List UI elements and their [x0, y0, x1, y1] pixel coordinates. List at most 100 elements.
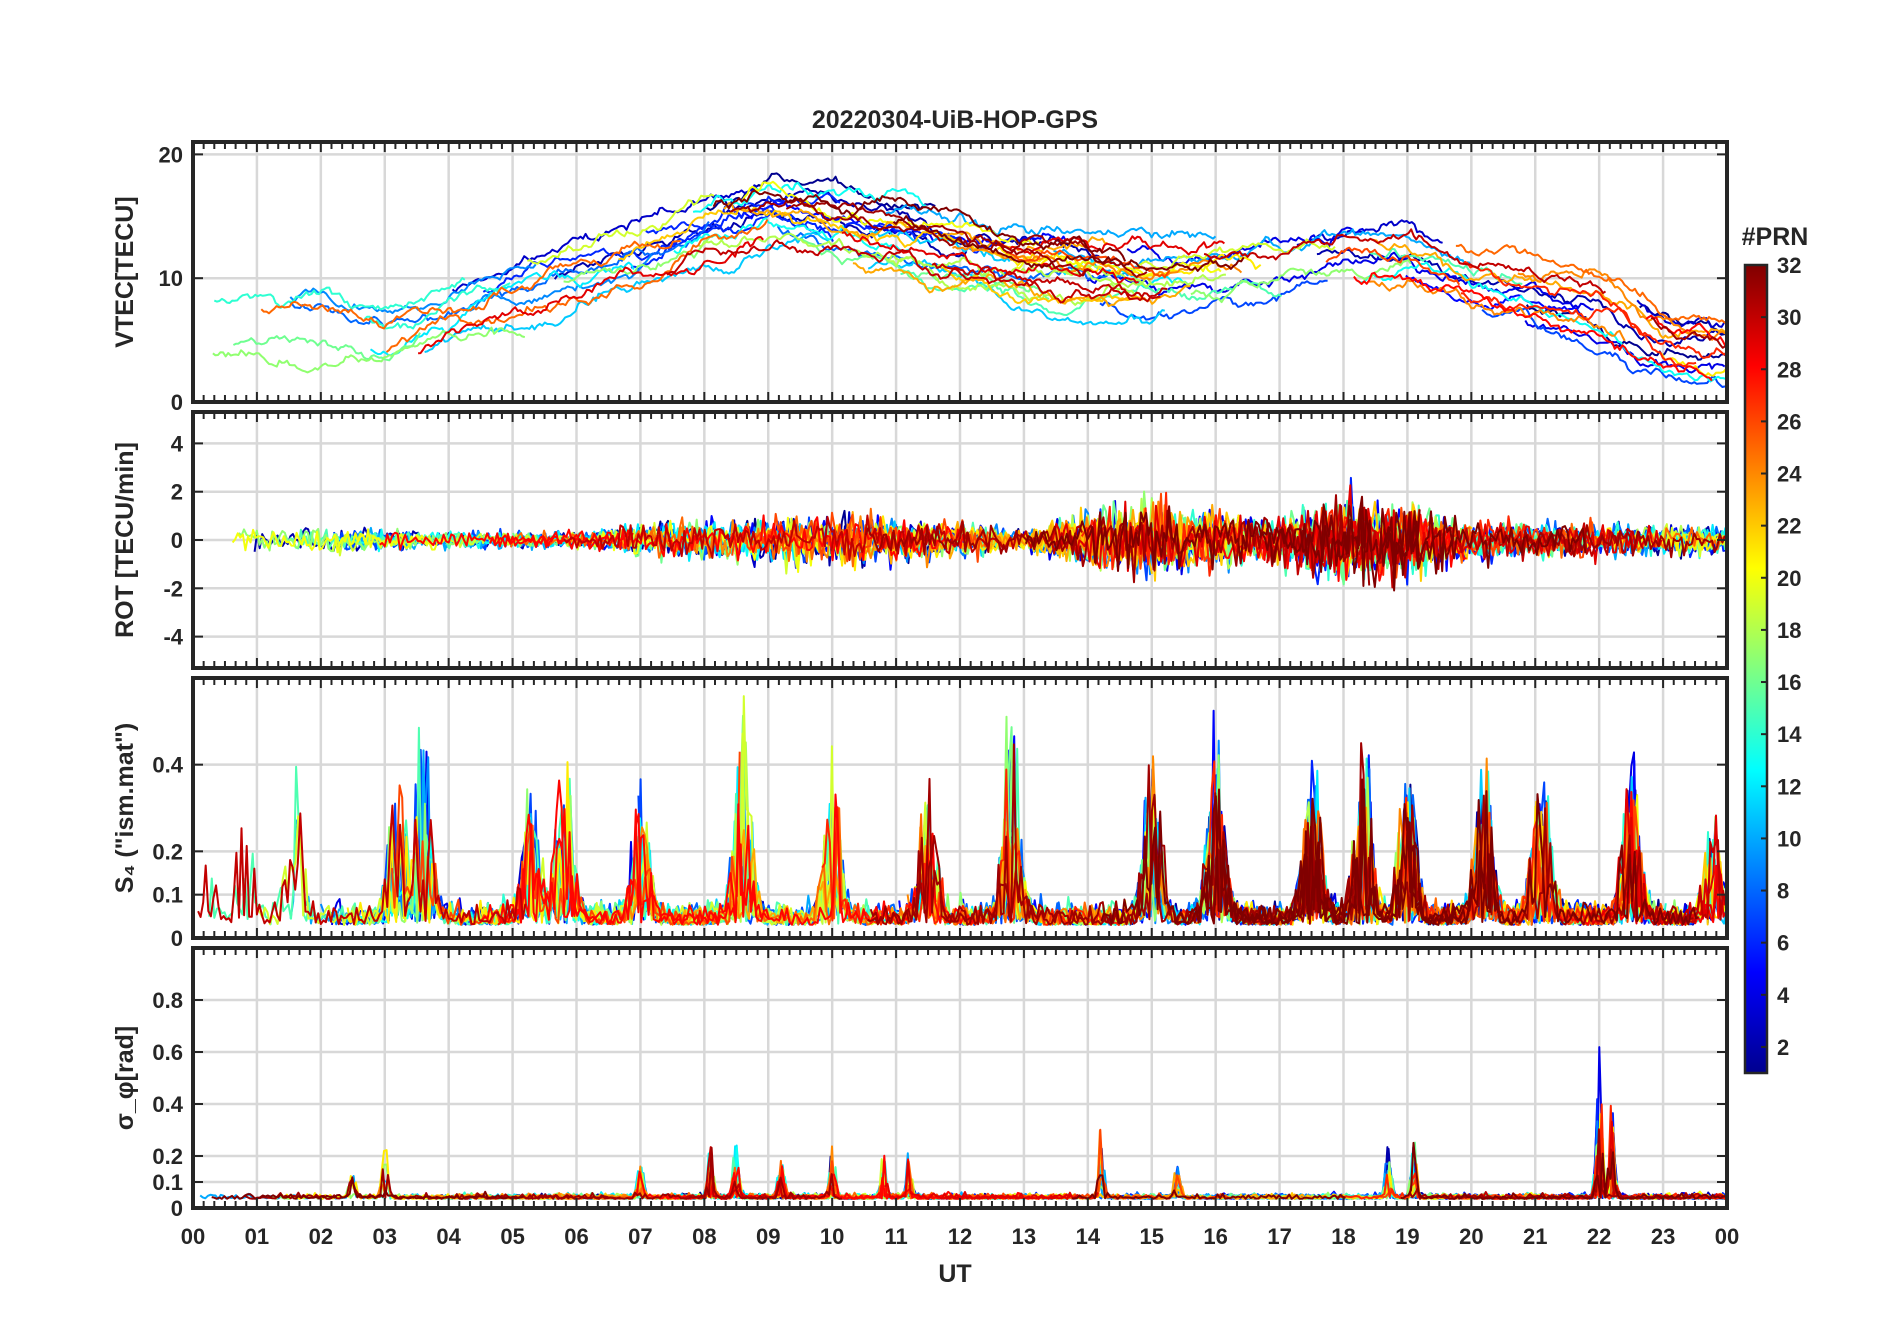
prn-series-line	[712, 189, 1127, 262]
prn-series-line	[1461, 260, 1637, 329]
rot-y-tick-label: 0	[171, 528, 183, 553]
sigma-phi-gridlines	[193, 948, 1727, 1210]
prn-series-line	[1368, 247, 1523, 285]
prn-series-line	[418, 236, 764, 355]
prn-series-line	[1547, 1120, 1728, 1200]
sigma-phi-y-tick-labels: 00.10.2 0.4 0.6 0.8	[152, 988, 183, 1221]
prn-series-line	[497, 793, 975, 926]
prn-series-line	[1099, 279, 1328, 321]
prn-series-line	[232, 332, 421, 362]
prn-series-line	[892, 215, 1245, 272]
prn-series-line	[996, 235, 1225, 256]
prn-series-line	[465, 1146, 843, 1200]
s4-panel: 0 0.1 0.2 0.4 S₄ ("ism.mat")	[111, 676, 1729, 951]
x-tick-labels: 00 01 02 03 04 05 06 07 08 09 10 11 12 13 14 15 16 17 18 19…	[181, 1224, 1739, 1249]
x-tick-label: 03	[373, 1224, 397, 1249]
prn-series-line	[1356, 261, 1726, 383]
prn-series-line	[1636, 299, 1728, 329]
prn-series-line	[1633, 324, 1728, 359]
s4-y-tick-label: 0	[171, 926, 183, 951]
colorbar-tick-label: 28	[1777, 357, 1801, 382]
colorbar-tick-label: 16	[1777, 670, 1801, 695]
colorbar-tick-label: 30	[1777, 305, 1801, 330]
colorbar-tick-label: 32	[1777, 253, 1801, 278]
prn-series-line	[197, 804, 527, 926]
prn-series-line	[231, 528, 448, 554]
sigma-phi-y-tick-label: 0	[171, 1196, 183, 1221]
rot-series	[231, 476, 1728, 592]
prn-series-line	[526, 193, 715, 265]
prn-series-line	[1455, 243, 1728, 325]
prn-series-line	[1408, 1128, 1690, 1200]
prn-series-line	[1335, 1103, 1727, 1200]
prn-series-line	[1203, 228, 1607, 295]
prn-series-line	[1100, 778, 1519, 926]
x-tick-label: 00	[1715, 1224, 1739, 1249]
sigma-phi-panel: 00.10.2 0.4 0.6 0.8 σ_φ[rad]	[111, 946, 1729, 1221]
prn-series-line	[1492, 1108, 1642, 1200]
prn-series-line	[852, 262, 1191, 308]
s4-y-tick-label: 0.2	[152, 839, 183, 864]
prn-series-line	[1379, 511, 1587, 573]
sigma-phi-axes-frame	[191, 946, 1729, 1210]
s4-y-tick-label: 0.1	[152, 883, 183, 908]
x-tick-label: 20	[1459, 1224, 1483, 1249]
x-tick-label: 02	[309, 1224, 333, 1249]
prn-series-line	[1533, 1104, 1727, 1200]
prn-series-line	[391, 751, 741, 926]
prn-series-line	[1258, 495, 1458, 588]
colorbar-tick-label: 10	[1777, 826, 1801, 851]
prn-series-line	[698, 232, 1152, 289]
prn-series-line	[462, 253, 653, 312]
x-tick-label: 12	[948, 1224, 972, 1249]
prn-series-line	[940, 1129, 1195, 1200]
prn-series-line	[906, 755, 1310, 926]
vtec-axes-frame	[191, 140, 1729, 404]
prn-series-line	[1450, 1046, 1725, 1200]
x-tick-label: 05	[500, 1224, 524, 1249]
prn-series-line	[451, 184, 758, 294]
rot-y-tick-label: -4	[163, 625, 183, 650]
x-tick-label: 19	[1395, 1224, 1419, 1249]
prn-series-line	[939, 1191, 1099, 1200]
colorbar-gradient	[1743, 263, 1769, 1075]
x-tick-label: 08	[692, 1224, 716, 1249]
prn-series-line	[731, 511, 989, 563]
sigma-phi-y-tick-label: 0.4	[152, 1092, 183, 1117]
sigma-phi-y-tick-label: 0.8	[152, 988, 183, 1013]
prn-series-line	[1460, 292, 1697, 368]
prn-series-line	[1253, 1128, 1699, 1200]
prn-series-line	[213, 277, 466, 311]
x-tick-label: 16	[1203, 1224, 1227, 1249]
prn-series-line	[692, 181, 926, 213]
prn-series-line	[1481, 306, 1726, 388]
x-tick-label: 07	[628, 1224, 652, 1249]
x-tick-label: 14	[1076, 1224, 1101, 1249]
colorbar-tick-label: 2	[1777, 1035, 1789, 1060]
x-tick-label: 22	[1587, 1224, 1611, 1249]
sigma-phi-y-tick-label: 0.2	[152, 1144, 183, 1169]
prn-series-line	[482, 205, 993, 294]
vtec-y-tick-label: 20	[159, 142, 183, 167]
rot-y-tick-label: 4	[171, 431, 184, 456]
prn-series-line	[563, 516, 834, 559]
colorbar-title: #PRN	[1742, 223, 1809, 251]
prn-series-line	[931, 262, 1168, 298]
rot-panel: -4 -2 0 2 4 ROT [TECU/min]	[111, 410, 1729, 670]
colorbar-tick-label: 6	[1777, 931, 1789, 956]
vtec-panel: 0 10 20 VTEC[TECU]	[111, 140, 1729, 415]
prn-series-line	[363, 282, 511, 330]
rot-y-tick-labels: -4 -2 0 2 4	[163, 431, 183, 649]
colorbar-tick-label: 12	[1777, 774, 1801, 799]
s4-axes-frame	[191, 676, 1729, 940]
prn-series-line	[1517, 268, 1726, 341]
x-tick-label: 00	[181, 1224, 205, 1249]
prn-series-line	[280, 1149, 467, 1200]
rot-y-axis-label: ROT [TECU/min]	[111, 442, 139, 638]
prn-series-line	[212, 326, 526, 374]
x-tick-label: 01	[245, 1224, 269, 1249]
s4-series	[197, 695, 1728, 926]
prn-series-line	[1015, 1128, 1229, 1200]
